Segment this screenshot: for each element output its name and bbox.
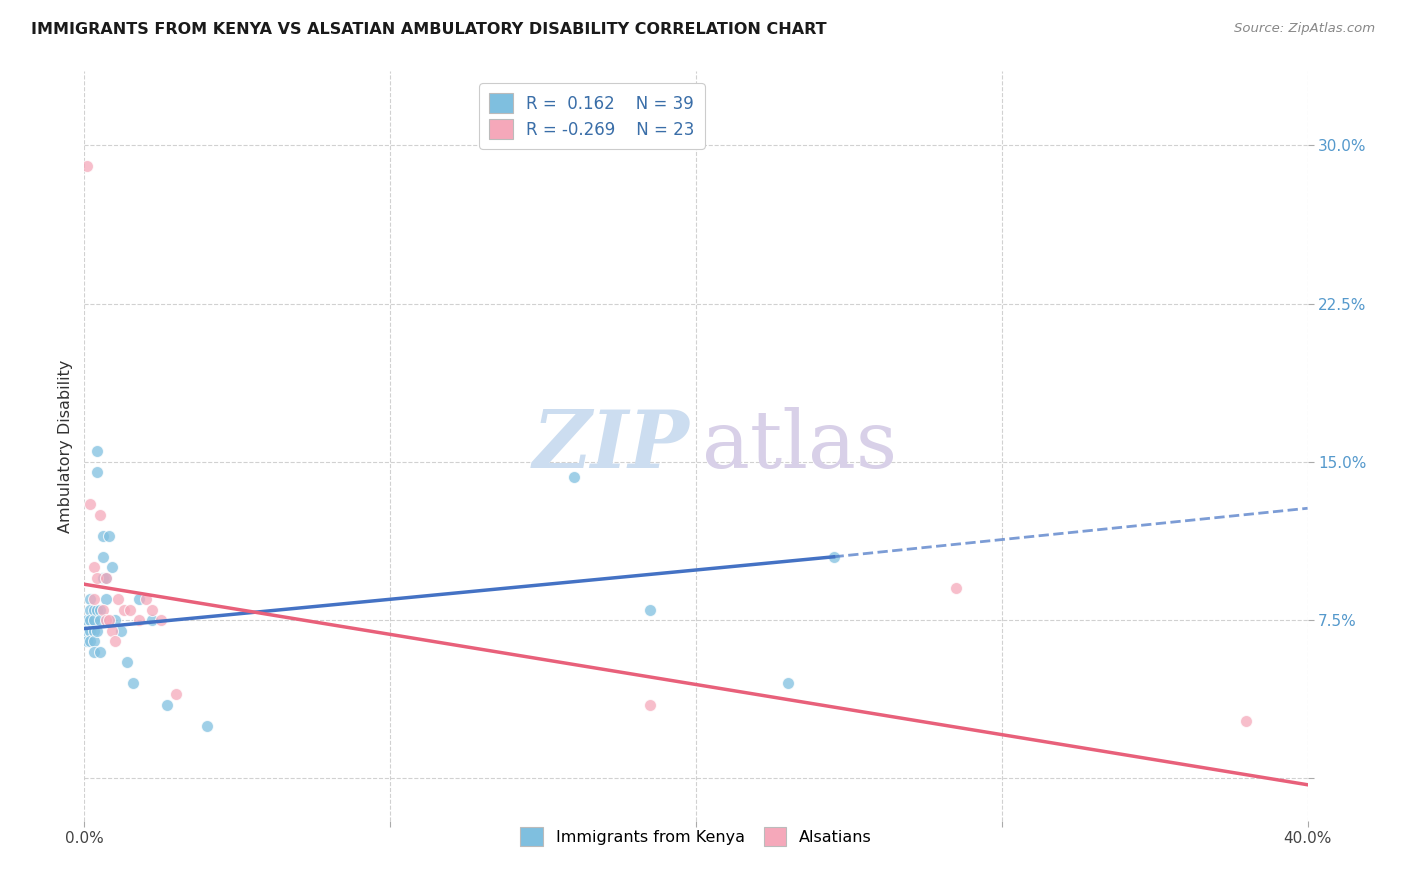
- Point: [149, 613, 172, 627]
- Text: atlas: atlas: [702, 407, 897, 485]
- Point: [122, 676, 145, 690]
- Point: [94, 613, 117, 627]
- Point: [97, 529, 120, 543]
- Point: [945, 582, 967, 596]
- Point: [141, 613, 163, 627]
- Point: [165, 687, 187, 701]
- Point: [94, 571, 117, 585]
- Point: [76, 624, 98, 638]
- Point: [101, 624, 124, 638]
- Point: [128, 613, 150, 627]
- Point: [89, 645, 111, 659]
- Point: [79, 497, 101, 511]
- Point: [104, 634, 127, 648]
- Point: [823, 549, 845, 564]
- Point: [86, 602, 108, 616]
- Text: Source: ZipAtlas.com: Source: ZipAtlas.com: [1234, 22, 1375, 36]
- Point: [79, 624, 101, 638]
- Point: [83, 624, 105, 638]
- Point: [101, 560, 124, 574]
- Point: [83, 602, 105, 616]
- Point: [195, 719, 218, 733]
- Point: [91, 571, 114, 585]
- Point: [89, 613, 111, 627]
- Point: [83, 560, 105, 574]
- Point: [89, 508, 111, 522]
- Point: [79, 602, 101, 616]
- Point: [156, 698, 179, 712]
- Point: [76, 159, 98, 173]
- Point: [562, 469, 585, 483]
- Y-axis label: Ambulatory Disability: Ambulatory Disability: [58, 359, 73, 533]
- Point: [776, 676, 799, 690]
- Point: [79, 592, 101, 607]
- Point: [115, 656, 138, 670]
- Point: [128, 592, 150, 607]
- Legend: Immigrants from Kenya, Alsatians: Immigrants from Kenya, Alsatians: [512, 820, 880, 854]
- Point: [86, 466, 108, 480]
- Point: [86, 571, 108, 585]
- Point: [83, 592, 105, 607]
- Point: [110, 624, 132, 638]
- Point: [83, 645, 105, 659]
- Point: [76, 634, 98, 648]
- Point: [76, 613, 98, 627]
- Point: [112, 602, 135, 616]
- Point: [94, 571, 117, 585]
- Point: [1236, 714, 1258, 729]
- Point: [79, 613, 101, 627]
- Point: [83, 634, 105, 648]
- Point: [97, 613, 120, 627]
- Point: [89, 602, 111, 616]
- Point: [638, 602, 661, 616]
- Point: [91, 529, 114, 543]
- Point: [79, 634, 101, 648]
- Point: [83, 613, 105, 627]
- Point: [86, 624, 108, 638]
- Point: [107, 592, 129, 607]
- Point: [104, 613, 127, 627]
- Point: [91, 602, 114, 616]
- Point: [120, 602, 142, 616]
- Point: [86, 444, 108, 458]
- Point: [91, 549, 114, 564]
- Point: [141, 602, 163, 616]
- Text: ZIP: ZIP: [533, 408, 690, 484]
- Text: IMMIGRANTS FROM KENYA VS ALSATIAN AMBULATORY DISABILITY CORRELATION CHART: IMMIGRANTS FROM KENYA VS ALSATIAN AMBULA…: [31, 22, 827, 37]
- Point: [638, 698, 661, 712]
- Point: [94, 592, 117, 607]
- Point: [135, 592, 157, 607]
